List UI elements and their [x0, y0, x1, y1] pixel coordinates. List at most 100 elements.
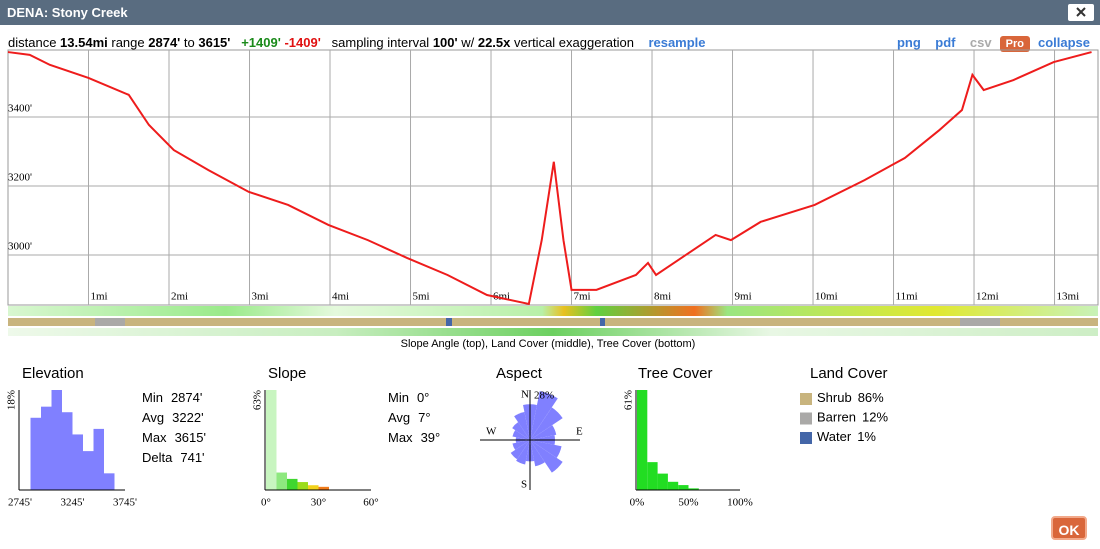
slope-band [8, 306, 1098, 316]
elevation-line [7, 51, 1092, 306]
rose-sector [530, 407, 563, 440]
land-cover-patch [960, 318, 1000, 326]
histogram-bar [93, 428, 104, 490]
resample-link[interactable]: resample [648, 35, 706, 50]
stat: Avg 3222' [142, 410, 204, 425]
stat-value: 3222' [172, 410, 203, 425]
land-cover-band [8, 318, 1098, 326]
value: 22.5x [477, 35, 511, 50]
histogram-bar [647, 462, 658, 490]
panel-title: Elevation [22, 365, 84, 382]
y-max-label: 18% [6, 390, 18, 410]
pdf-link[interactable]: pdf [935, 35, 956, 50]
x-tick-label: 0% [630, 497, 645, 509]
stat-label: Delta [142, 450, 173, 465]
close-icon [1076, 7, 1086, 17]
close-button[interactable] [1068, 4, 1094, 21]
rose-sector [530, 440, 562, 458]
x-tick-label: 11mi [896, 291, 918, 303]
label: distance [8, 35, 57, 50]
histogram-bar [104, 473, 115, 490]
stat: Min 2874' [142, 390, 202, 405]
histogram-bar [657, 473, 668, 490]
max-label: 28% [534, 390, 554, 402]
x-tick-label: 4mi [332, 291, 349, 303]
ok-button[interactable]: OK [1051, 516, 1087, 540]
rose-sector [510, 440, 530, 460]
legend-name: Water [817, 429, 852, 444]
bands-caption: Slope Angle (top), Land Cover (middle), … [401, 338, 696, 350]
legend-entry: Barren 12% [817, 410, 888, 425]
rose-sector [530, 390, 558, 440]
histogram-bar [297, 482, 308, 490]
rose-sector [512, 422, 530, 440]
histogram-bar [637, 390, 648, 490]
value: 13.54mi [60, 35, 108, 50]
x-tick-label: 3mi [252, 291, 269, 303]
x-tick-label: 9mi [735, 291, 752, 303]
stat: Min 0° [388, 390, 429, 405]
rose-sector [514, 411, 530, 440]
x-tick-label: 2mi [171, 291, 188, 303]
legend-entry: Water 1% [817, 429, 876, 444]
stat-value: 7° [418, 410, 430, 425]
land-cover-patch [446, 318, 452, 326]
y-tick-label: 3000' [8, 240, 32, 252]
legend-swatch [800, 393, 812, 405]
legend-name: Barren [817, 410, 856, 425]
panel-title: Slope [268, 365, 306, 382]
value: 100' [432, 35, 458, 50]
x-tick-label: 5mi [413, 291, 430, 303]
rose-sector [530, 440, 545, 467]
stat-value: 3615' [175, 430, 206, 445]
legend-entry: Shrub 86% [817, 390, 884, 405]
label: w/ [461, 35, 475, 50]
stat: Max 39° [388, 430, 440, 445]
collapse-link[interactable]: collapse [1037, 35, 1090, 50]
label: range [111, 35, 145, 50]
x-tick-label: 0° [261, 497, 271, 509]
label: vertical exaggeration [514, 35, 634, 50]
x-tick-label: 13mi [1057, 291, 1080, 303]
stat: Avg 7° [388, 410, 431, 425]
direction-label: E [576, 426, 583, 438]
pro-badge[interactable]: Pro [999, 36, 1030, 52]
histogram-bar [62, 412, 73, 490]
histogram-bar [72, 434, 83, 490]
export-links: png pdf csv Pro collapse [896, 35, 1090, 52]
land-cover-patch [95, 318, 125, 326]
legend-value: 1% [857, 429, 876, 444]
tree-cover-band [8, 328, 1098, 336]
stat-label: Min [142, 390, 163, 405]
panel-title: Tree Cover [638, 365, 712, 382]
histogram-bar [287, 478, 298, 490]
stat-value: 741' [180, 450, 204, 465]
toolbar: distance 13.54mi range 2874' to 3615' +1… [8, 35, 706, 50]
x-tick-label: 10mi [815, 291, 838, 303]
png-link[interactable]: png [896, 35, 921, 50]
csv-link[interactable]: csv [969, 35, 992, 50]
histogram-bar [276, 472, 287, 490]
direction-label: W [486, 426, 497, 438]
x-tick-label: 30° [311, 497, 326, 509]
value: 3615' [198, 35, 231, 50]
panel-title: Aspect [496, 365, 543, 382]
x-tick-label: 7mi [574, 291, 591, 303]
x-tick-label: 8mi [654, 291, 671, 303]
histogram-bar [41, 406, 52, 490]
legend-swatch [800, 432, 812, 444]
x-tick-label: 100% [727, 497, 753, 509]
x-tick-label: 50% [678, 497, 698, 509]
stat-value: 2874' [171, 390, 202, 405]
y-tick-label: 3400' [8, 102, 32, 114]
stat-label: Max [142, 430, 167, 445]
y-max-label: 61% [623, 390, 635, 410]
label: to [183, 35, 195, 50]
stat-value: 0° [417, 390, 429, 405]
loss: -1409' [284, 35, 321, 50]
histogram-bar [266, 390, 277, 490]
histogram-bar [30, 417, 41, 490]
rose-sector [512, 440, 530, 450]
